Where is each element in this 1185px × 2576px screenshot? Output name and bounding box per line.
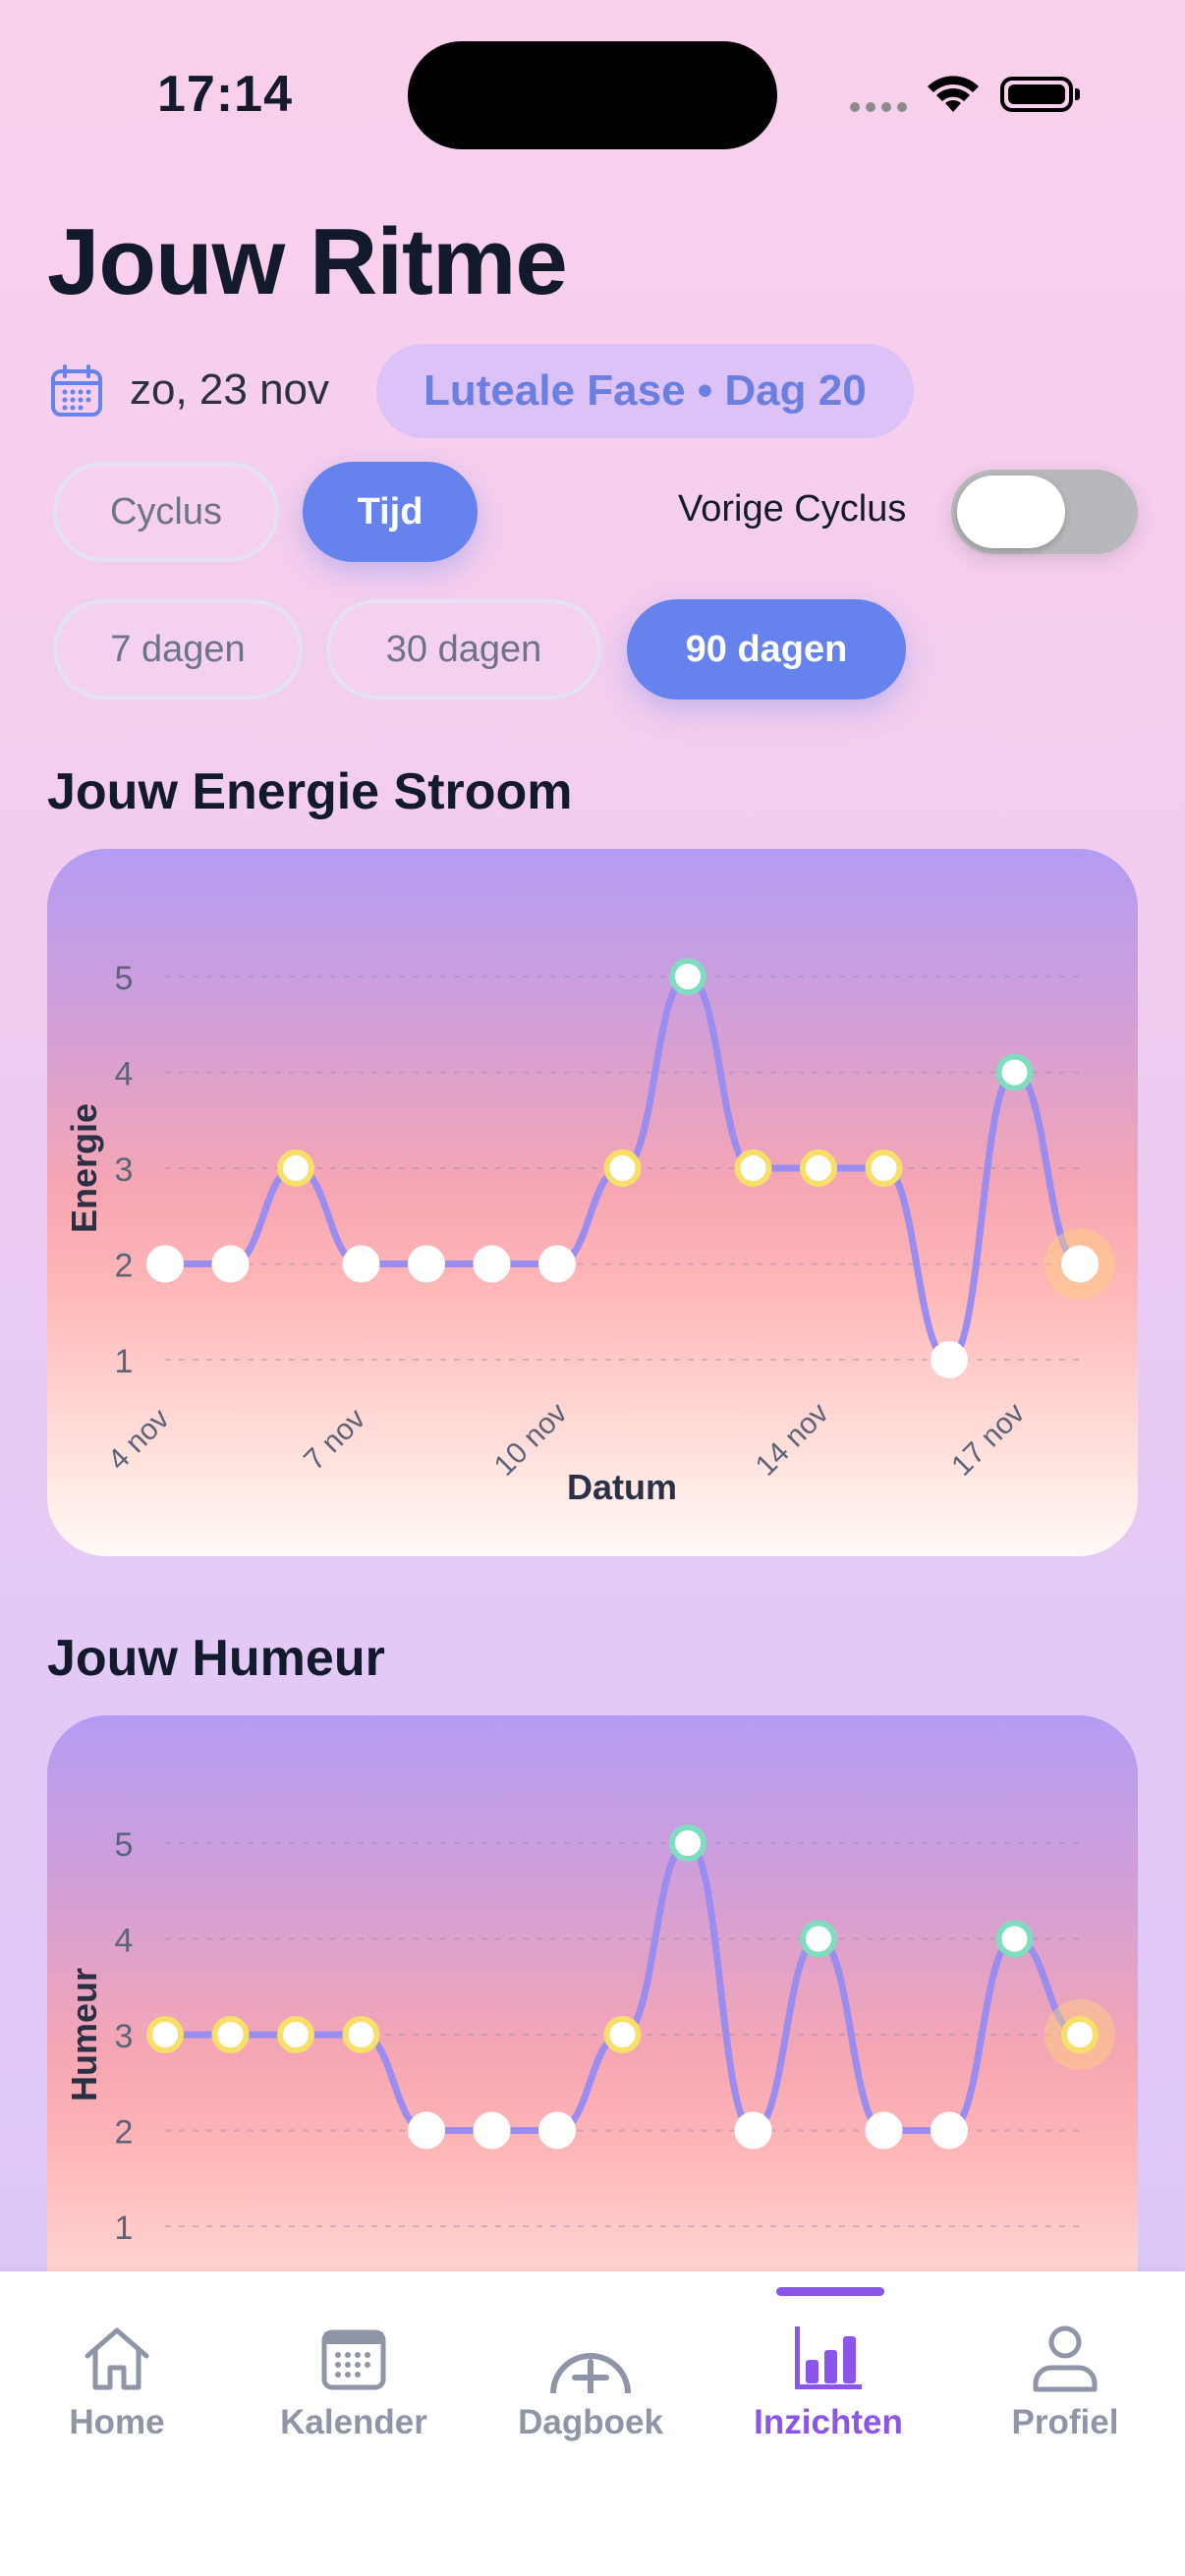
data-point[interactable] <box>146 2016 184 2053</box>
data-point[interactable] <box>1061 1245 1099 1283</box>
range-7-days-button[interactable]: 7 dagen <box>53 599 303 700</box>
data-point[interactable] <box>538 2111 576 2150</box>
tab-kalender[interactable]: Kalender <box>255 2323 452 2442</box>
current-date: zo, 23 nov <box>130 365 330 414</box>
data-point[interactable] <box>211 2016 250 2053</box>
data-point[interactable] <box>603 1149 642 1187</box>
data-point[interactable] <box>995 1053 1034 1092</box>
data-point[interactable] <box>408 1245 445 1283</box>
data-point[interactable] <box>800 1920 837 1958</box>
series-line <box>161 973 1084 1364</box>
house-icon <box>85 2327 149 2390</box>
y-tick-label: 3 <box>115 2018 134 2055</box>
data-point[interactable] <box>146 1245 184 1283</box>
data-point[interactable] <box>473 2111 511 2150</box>
data-point[interactable] <box>473 1245 511 1283</box>
y-tick-label: 1 <box>115 1343 134 1380</box>
energy-chart: 1 2 3 4 5 Energie 4 nov 7 nov 10 nov 14 nov 17 nov… <box>64 958 1115 1507</box>
cycle-phase-badge: Luteale Fase • Dag 20 <box>376 344 914 438</box>
x-tick-label: 14 nov <box>750 1397 835 1483</box>
x-tick-label: 17 nov <box>945 1397 1031 1483</box>
data-point[interactable] <box>538 1245 576 1283</box>
data-point[interactable] <box>995 1920 1034 1958</box>
calendar-icon <box>49 364 104 423</box>
series-line <box>161 1839 1084 2135</box>
x-axis-label: Datum <box>567 1467 677 1507</box>
data-point[interactable] <box>1061 2016 1099 2053</box>
person-icon <box>1033 2325 1098 2392</box>
y-tick-label: 5 <box>115 960 134 997</box>
y-tick-label: 2 <box>115 2114 134 2152</box>
cellular-signal-icon <box>850 102 907 112</box>
data-point[interactable] <box>408 2111 445 2150</box>
tab-inzichten[interactable]: Inzichten <box>730 2323 927 2442</box>
previous-cycle-toggle[interactable] <box>951 470 1138 554</box>
y-tick-label: 1 <box>115 2210 134 2247</box>
y-axis-label: Humeur <box>64 1968 104 2101</box>
energy-chart-card: 1 2 3 4 5 Energie 4 nov 7 nov 10 nov 14 nov 17 nov… <box>47 849 1138 1556</box>
calendar-icon <box>321 2329 386 2390</box>
active-tab-indicator <box>776 2287 884 2296</box>
tab-label: Profiel <box>1011 2403 1119 2441</box>
tab-label: Dagboek <box>518 2403 663 2441</box>
time-view-button[interactable]: Tijd <box>303 462 478 562</box>
tab-label: Home <box>69 2403 165 2441</box>
toggle-knob <box>957 476 1065 548</box>
wifi-icon <box>924 73 983 121</box>
status-time: 17:14 <box>157 66 293 123</box>
energy-section-title: Jouw Energie Stroom <box>47 763 573 820</box>
tab-home[interactable]: Home <box>19 2323 215 2442</box>
tab-label: Inzichten <box>754 2403 903 2441</box>
x-tick-label: 7 nov <box>298 1403 371 1477</box>
data-point[interactable] <box>931 1341 968 1378</box>
data-point[interactable] <box>211 1245 250 1283</box>
mood-chart: 1 2 3 4 5 Humeur <box>64 1824 1115 2247</box>
y-tick-label: 4 <box>115 1056 134 1093</box>
x-tick-label: 4 nov <box>102 1403 176 1477</box>
cycle-view-button[interactable]: Cyclus <box>53 462 279 562</box>
mood-section-title: Jouw Humeur <box>47 1630 385 1687</box>
battery-icon <box>1000 77 1080 112</box>
data-point[interactable] <box>277 1149 314 1187</box>
data-point[interactable] <box>865 1149 903 1187</box>
y-axis-label: Energie <box>64 1103 104 1233</box>
data-point[interactable] <box>342 1245 380 1283</box>
data-point[interactable] <box>342 2016 380 2053</box>
y-tick-label: 2 <box>115 1248 134 1285</box>
previous-cycle-label: Vorige Cyclus <box>678 488 907 530</box>
page-title: Jouw Ritme <box>47 209 568 314</box>
tab-dagboek[interactable]: Dagboek <box>492 2323 689 2442</box>
tab-label: Kalender <box>280 2403 427 2441</box>
y-tick-label: 3 <box>115 1151 134 1189</box>
y-tick-label: 4 <box>115 1923 134 1960</box>
x-tick-label: 10 nov <box>488 1397 574 1483</box>
range-90-days-button[interactable]: 90 dagen <box>627 599 906 700</box>
dynamic-island <box>408 41 777 149</box>
range-30-days-button[interactable]: 30 dagen <box>326 599 601 700</box>
data-point[interactable] <box>931 2111 968 2150</box>
data-point[interactable] <box>865 2111 903 2150</box>
data-point[interactable] <box>669 958 706 995</box>
tab-profiel[interactable]: Profiel <box>967 2323 1163 2442</box>
data-point[interactable] <box>800 1149 837 1187</box>
add-circle-icon <box>550 2353 631 2393</box>
data-point[interactable] <box>669 1824 706 1862</box>
bar-chart-icon <box>795 2326 862 2389</box>
data-point[interactable] <box>734 2111 772 2150</box>
tab-bar: Home Kalender Dagboek Inzi <box>0 2271 1185 2576</box>
data-point[interactable] <box>734 1149 772 1187</box>
data-point[interactable] <box>603 2016 642 2053</box>
y-tick-label: 5 <box>115 1826 134 1864</box>
data-point[interactable] <box>277 2016 314 2053</box>
